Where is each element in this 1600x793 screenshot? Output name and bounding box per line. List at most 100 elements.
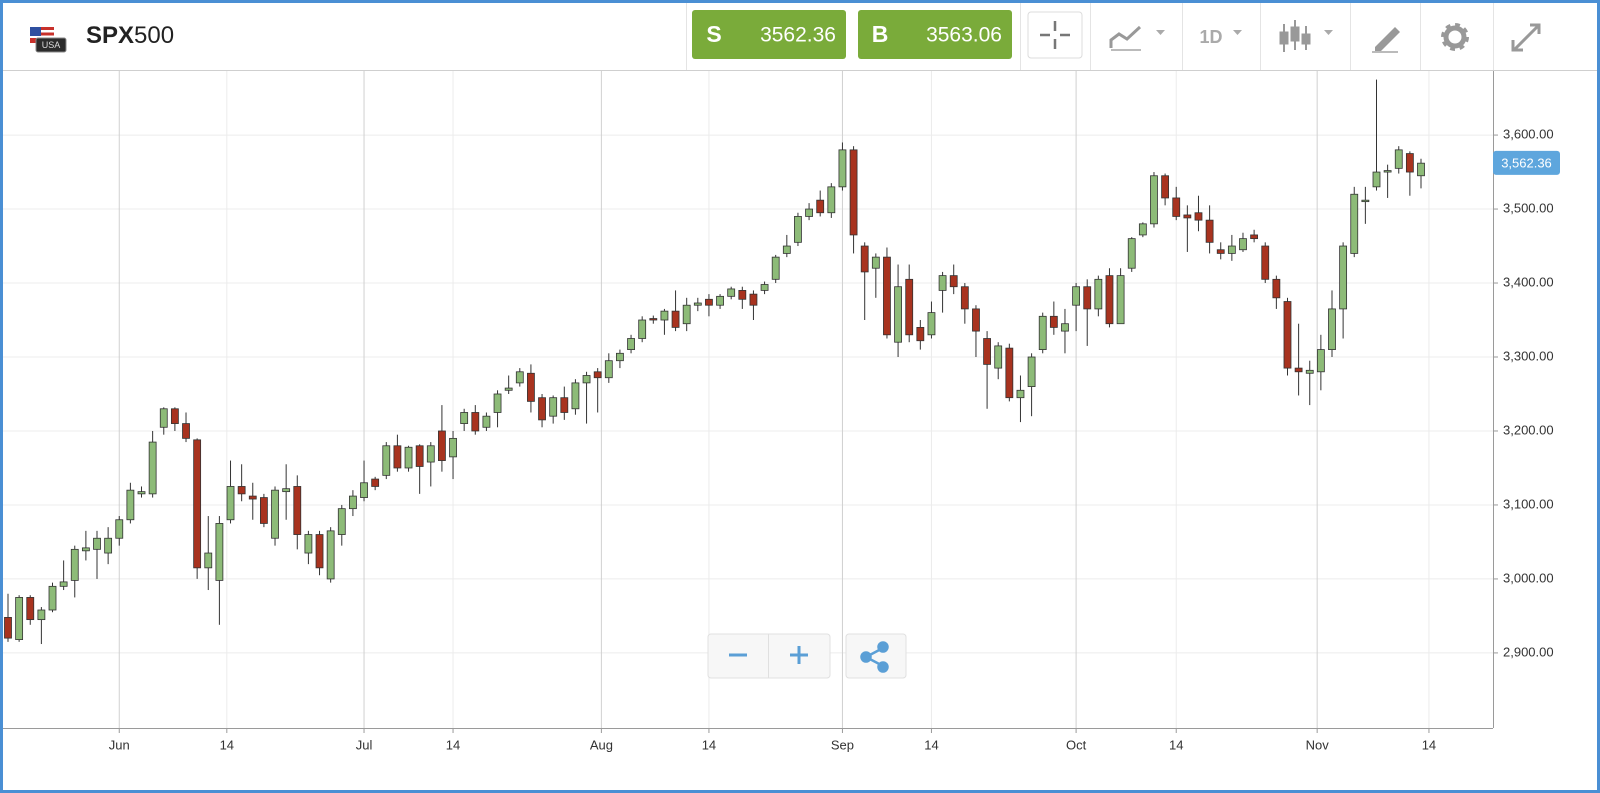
candle-body bbox=[404, 446, 413, 469]
dropdown-arrow bbox=[1233, 30, 1242, 35]
candle-body bbox=[1372, 171, 1381, 188]
candle-body bbox=[671, 310, 680, 328]
candle-body bbox=[1072, 286, 1080, 306]
candle-body bbox=[1227, 245, 1236, 254]
candle-icon-body bbox=[1290, 26, 1300, 42]
candle-body bbox=[170, 408, 179, 424]
candle-body bbox=[1350, 193, 1359, 254]
candle-body bbox=[159, 408, 168, 428]
fullscreen-button[interactable] bbox=[1511, 23, 1541, 52]
share-icon bbox=[860, 641, 889, 673]
candle-body bbox=[1272, 278, 1281, 299]
grid bbox=[3, 71, 1498, 733]
pen-icon bbox=[1375, 27, 1400, 52]
candle-body bbox=[382, 445, 391, 476]
chart-type-button[interactable] bbox=[1109, 25, 1165, 51]
candle-body bbox=[337, 508, 346, 535]
x-tick-label: Oct bbox=[1066, 737, 1087, 752]
candle-body bbox=[771, 256, 780, 280]
candle-body bbox=[1005, 347, 1014, 399]
candle-body bbox=[549, 397, 558, 417]
candle-body bbox=[1105, 275, 1114, 325]
crosshair-button-bg[interactable] bbox=[1027, 11, 1083, 59]
candle-body bbox=[627, 338, 635, 351]
candle-body bbox=[571, 382, 580, 410]
candle-body bbox=[26, 597, 35, 621]
candle-body bbox=[315, 534, 324, 569]
share-button[interactable] bbox=[845, 633, 907, 679]
crosshair-button[interactable] bbox=[1027, 11, 1083, 59]
expand-icon bbox=[1511, 23, 1541, 52]
candle-body bbox=[1361, 199, 1370, 203]
sell-button-bg[interactable] bbox=[692, 10, 846, 59]
candle-body bbox=[393, 445, 402, 469]
candle-body bbox=[282, 488, 291, 493]
candle-body bbox=[1150, 175, 1158, 225]
candle-body bbox=[137, 491, 146, 495]
axis-labels: 2,900.00 3,000.00 3,100.00 3,200.00 3,300.00… bbox=[109, 127, 1554, 753]
buy-button[interactable]: B 3563.06 bbox=[858, 10, 1012, 59]
candle-body bbox=[1172, 197, 1181, 217]
candle-body bbox=[438, 430, 446, 461]
flag-badge bbox=[35, 37, 67, 53]
candle-body bbox=[1049, 315, 1058, 328]
settings-button[interactable] bbox=[1441, 23, 1469, 51]
sell-price: 3562.36 bbox=[760, 24, 836, 47]
x-tick-label: 14 bbox=[1422, 737, 1436, 752]
candle-body bbox=[271, 489, 279, 539]
flag-stripe bbox=[30, 30, 54, 33]
x-tick-label: Sep bbox=[831, 737, 854, 752]
candle-body bbox=[883, 256, 891, 336]
zoom-in[interactable] bbox=[790, 646, 808, 664]
x-tick-label: 14 bbox=[702, 737, 716, 752]
candle-type-button[interactable] bbox=[1279, 20, 1333, 52]
candle-body bbox=[1205, 219, 1214, 243]
buy-button-bg[interactable] bbox=[858, 10, 1012, 59]
candle-body bbox=[1127, 238, 1136, 269]
candle-body bbox=[504, 387, 513, 391]
candle-body bbox=[193, 439, 202, 569]
sell-letter: S bbox=[706, 21, 721, 47]
price-tag-bg bbox=[1493, 150, 1560, 175]
symbol: SPX500 bbox=[86, 22, 174, 49]
x-tick-label: 14 bbox=[1169, 737, 1183, 752]
candle-body bbox=[593, 371, 602, 379]
sell-button[interactable]: S 3562.36 bbox=[692, 10, 846, 59]
candle-body bbox=[749, 293, 758, 306]
dropdown-arrow bbox=[1156, 30, 1165, 35]
candle-body bbox=[1216, 249, 1225, 254]
candle-body bbox=[838, 149, 847, 188]
candle-body bbox=[927, 312, 936, 336]
candle-body bbox=[738, 290, 747, 300]
candle-body bbox=[326, 530, 335, 580]
timeframe-button[interactable]: 1D bbox=[1199, 27, 1242, 47]
chart-type-icon bbox=[1109, 25, 1142, 48]
toolbar: USA SPX500 S 3562.36 B 3563.06 1D bbox=[0, 0, 1600, 71]
y-tick-label: 3,200.00 bbox=[1503, 422, 1554, 437]
flag-icon: USA bbox=[30, 27, 67, 53]
candle-body bbox=[248, 495, 257, 500]
y-tick-label: 3,400.00 bbox=[1503, 274, 1554, 289]
timeframe[interactable]: 1D bbox=[1199, 27, 1222, 47]
candle-body bbox=[148, 441, 157, 495]
candle-body bbox=[538, 397, 546, 421]
dropdown-arrow bbox=[1324, 30, 1333, 35]
candle-body bbox=[1027, 356, 1036, 387]
candle-body bbox=[1417, 162, 1425, 177]
draw-button[interactable] bbox=[1372, 27, 1400, 53]
candle-body bbox=[471, 412, 480, 432]
candle-body bbox=[1261, 245, 1270, 280]
candle-body bbox=[1161, 175, 1170, 199]
x-tick-label: Nov bbox=[1306, 737, 1330, 752]
candle-body bbox=[426, 445, 435, 463]
candle-body bbox=[994, 345, 1003, 369]
candle-body bbox=[527, 372, 535, 402]
share-node bbox=[860, 651, 872, 663]
candle-body bbox=[1405, 153, 1414, 173]
candle-body bbox=[1316, 349, 1325, 373]
candle-body bbox=[1138, 223, 1147, 236]
candle-body bbox=[1094, 278, 1103, 310]
candle-body bbox=[37, 609, 46, 621]
candle-body bbox=[705, 298, 713, 306]
